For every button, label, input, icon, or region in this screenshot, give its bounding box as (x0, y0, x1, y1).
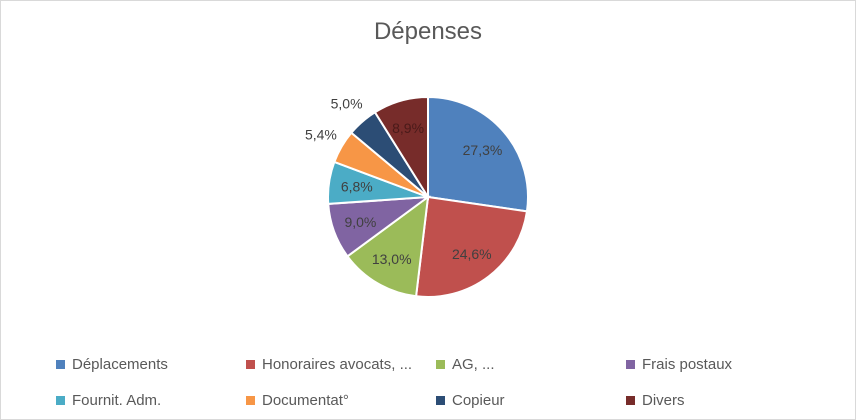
slice-label: 9,0% (344, 214, 376, 230)
slice-label: 13,0% (372, 251, 412, 267)
legend: Déplacements Honoraires avocats, ... AG, .… (56, 346, 816, 418)
legend-swatch (626, 395, 635, 405)
legend-item: Déplacements (56, 346, 246, 382)
legend-label: Divers (642, 391, 685, 409)
legend-label: Fournit. Adm. (72, 391, 162, 409)
legend-item: Frais postaux (626, 346, 816, 382)
slice-label: 24,6% (452, 246, 492, 262)
legend-label: Honoraires avocats, ... (262, 355, 413, 373)
pie-slice (346, 194, 430, 298)
legend-swatch (436, 359, 445, 369)
pie-slice (427, 95, 529, 213)
legend-label: Déplacements (72, 355, 168, 373)
legend-swatch (56, 359, 65, 369)
slice-label: 5,4% (305, 127, 337, 143)
legend-label: AG, ... (452, 355, 495, 373)
pie-slice (373, 95, 429, 201)
pie-slices (327, 95, 529, 298)
legend-swatch (626, 359, 635, 369)
pie-data-labels: 27,3% 24,6% 13,0% 9,0% 6,8% 5,4% 5,0% 8,9% (305, 96, 502, 268)
legend-label: Copieur (452, 391, 505, 409)
slice-label: 8,9% (392, 120, 424, 136)
pie-slice (414, 195, 529, 298)
chart-title: Dépenses (373, 18, 483, 45)
legend-item: Honoraires avocats, ... (246, 346, 436, 382)
legend-item: AG, ... (436, 346, 626, 382)
legend-label: Frais postaux (642, 355, 733, 373)
legend-swatch (246, 359, 255, 369)
legend-item: Documentat° (246, 382, 436, 418)
slice-label: 27,3% (463, 142, 503, 158)
legend-swatch (56, 395, 65, 405)
legend-item: Divers (626, 382, 816, 418)
slice-label: 6,8% (341, 179, 373, 195)
legend-label: Documentat° (262, 391, 349, 409)
legend-item: Copieur (436, 382, 626, 418)
legend-item: Fournit. Adm. (56, 382, 246, 418)
legend-swatch (436, 395, 445, 405)
slice-label: 5,0% (331, 96, 363, 112)
legend-swatch (246, 395, 255, 405)
